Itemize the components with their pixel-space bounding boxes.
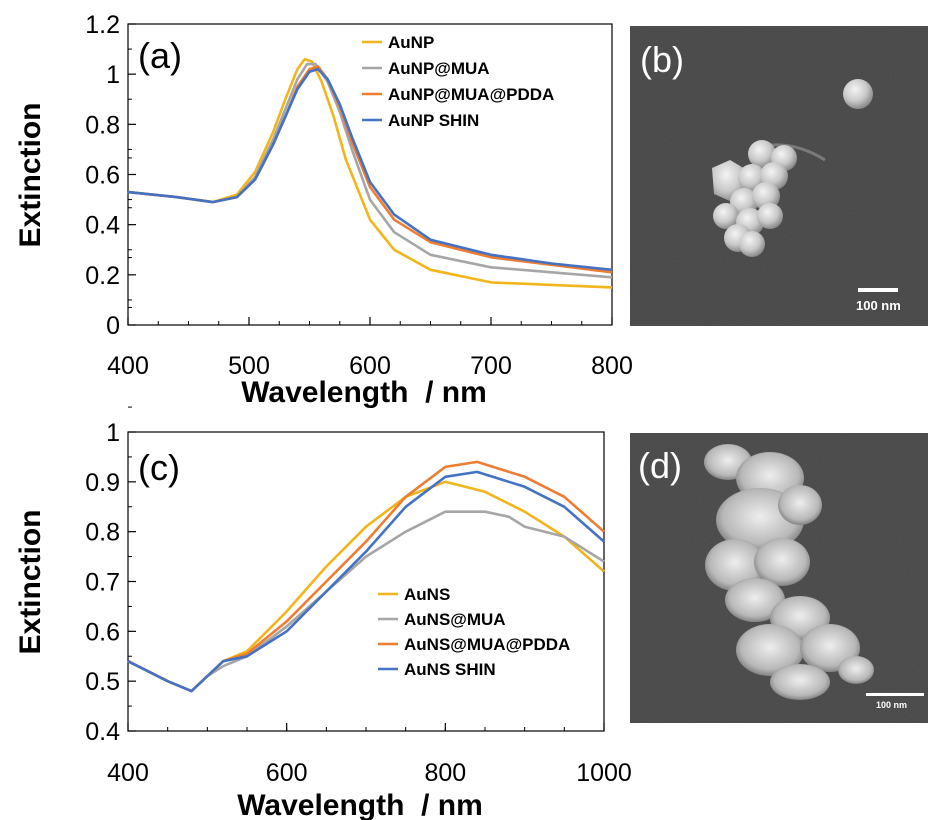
panel-a-legend-label: AuNP xyxy=(388,33,434,52)
panel-a-x-tick-label: 500 xyxy=(228,352,270,380)
panel-a-legend-label: AuNP@MUA xyxy=(388,59,490,78)
panel-a-y-axis-label: Extinction xyxy=(14,102,47,247)
panel-label-b: (b) xyxy=(640,39,684,80)
panel-c-y-tick-label: 0.7 xyxy=(85,569,120,597)
panel-a-y-tick-label: 0.8 xyxy=(85,111,120,139)
panel-c-x-tick-label: 800 xyxy=(424,759,466,787)
panel-a-y-tick-label: 0.6 xyxy=(85,162,120,190)
legend-a: AuNP AuNP@MUA AuNP@MUA@PDDA AuNP SHIN xyxy=(362,33,554,130)
panel-a-legend-label: AuNP@MUA@PDDA xyxy=(388,85,554,104)
panel-c-x-tick-label: 1000 xyxy=(576,759,632,787)
panel-c-legend-label: AuNS@MUA@PDDA xyxy=(404,635,570,654)
scale-label-b: 100 nm xyxy=(856,298,901,313)
panel-a-y-tick-label: 0 xyxy=(106,312,120,340)
panel-c-x-tick-label: 600 xyxy=(266,759,308,787)
panel-a-y-tick-label: 0.4 xyxy=(85,212,120,240)
panel-c-y-axis-label: Extinction xyxy=(14,509,47,654)
panel-c-series-auns-mua-pdda xyxy=(127,460,605,693)
panel-a-x-tick-label: 600 xyxy=(349,352,391,380)
sem-image-b: (b) 100 nm xyxy=(630,26,928,326)
panel-a-series-aunp xyxy=(127,57,613,289)
panel-c-series-auns-mua xyxy=(127,510,605,693)
panel-c-x-axis-label: Wavelength / nm xyxy=(237,789,483,820)
chart-panel-c: (c) AuNS AuNS@MUA AuNS@MUA@PDDA AuNS SHIN 4… xyxy=(14,157,632,820)
scale-bar-d xyxy=(866,693,924,696)
panel-a-legend-label: AuNP SHIN xyxy=(388,111,479,130)
panel-c-legend-label: AuNS SHIN xyxy=(404,660,496,679)
scale-bar-b xyxy=(858,288,898,292)
panel-label-d: (d) xyxy=(638,445,682,486)
panel-c-plot-frame xyxy=(127,431,605,732)
panel-a-y-tick-label: 1 xyxy=(106,61,120,89)
panel-c-y-tick-label: 1 xyxy=(106,419,120,447)
panel-a-x-tick-label: 700 xyxy=(470,352,512,380)
panel-a-x-tick-label: 400 xyxy=(107,352,149,380)
nanostar-aggregate xyxy=(704,444,874,700)
panel-a-y-tick-label: 0.2 xyxy=(85,262,120,290)
panel-a-y-tick-label: 1.2 xyxy=(85,11,120,39)
panel-c-y-tick-label: 0.5 xyxy=(85,668,120,696)
panel-c-y-tick-label: 0.9 xyxy=(85,469,120,497)
panel-a-x-axis-label: Wavelength / nm xyxy=(241,376,487,409)
panel-c-y-tick-label: 0.6 xyxy=(85,618,120,646)
panel-c-y-tick-label: 0.8 xyxy=(85,519,120,547)
panel-c-series-auns xyxy=(127,480,605,693)
panel-c-x-tick-label: 400 xyxy=(107,759,149,787)
panel-c-series-auns-shin xyxy=(127,470,605,693)
sem-image-d: (d) 100 nm xyxy=(630,433,928,723)
panel-c-legend-label: AuNS xyxy=(404,585,450,604)
panel-label-c: (c) xyxy=(138,447,180,488)
panel-a-x-tick-label: 800 xyxy=(591,352,633,380)
panel-c-legend-label: AuNS@MUA xyxy=(404,610,506,629)
panel-label-a: (a) xyxy=(138,35,182,76)
chart-panel-a: (a) AuNP AuNP@MUA AuNP@MUA@PDDA AuNP SHIN 4… xyxy=(14,11,633,409)
scale-label-d: 100 nm xyxy=(876,700,907,710)
panel-a-series-aunp-shin xyxy=(127,67,613,272)
panel-c-y-tick-label: 0.4 xyxy=(85,718,120,746)
nanoparticle-cluster xyxy=(712,140,797,257)
legend-c: AuNS AuNS@MUA AuNS@MUA@PDDA AuNS SHIN xyxy=(378,585,570,679)
nanoparticle xyxy=(843,79,873,109)
